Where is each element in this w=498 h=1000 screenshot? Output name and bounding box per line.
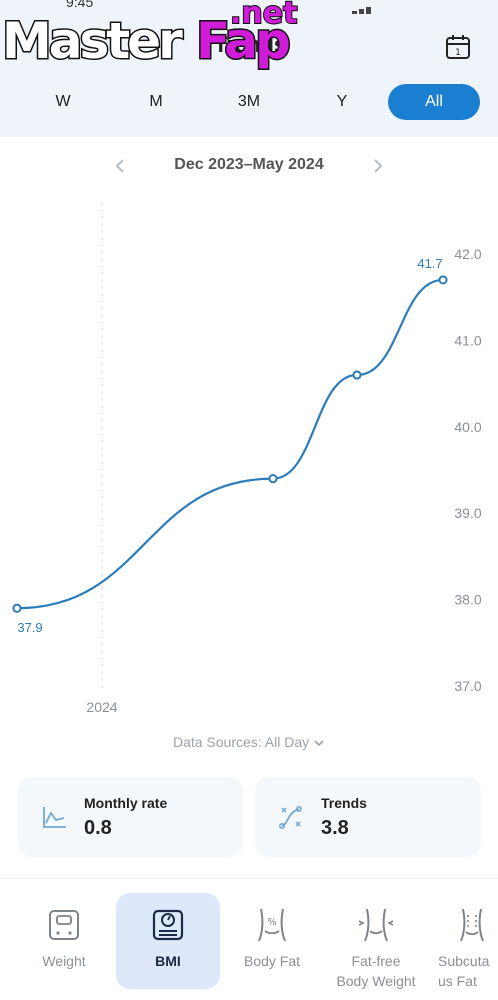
tab-bmi-label: BMI	[155, 953, 181, 969]
trends-label: Trends	[321, 795, 367, 811]
trends-card[interactable]: Trends 3.8	[255, 777, 481, 857]
body-fat-icon: %	[258, 908, 286, 942]
tab-body-fat[interactable]: % Body Fat	[220, 893, 324, 989]
calendar-icon: 1	[446, 35, 470, 59]
data-point	[352, 370, 362, 380]
calendar-day: 1	[455, 48, 461, 58]
x-tick-label: 2024	[86, 699, 117, 715]
date-range-nav: Dec 2023–May 2024	[0, 152, 498, 180]
page-title: Trends	[214, 32, 287, 57]
tab-fat-free-label-line2: Body Weight	[336, 973, 416, 989]
tab-fat-free-label-line1: Fat-free	[351, 953, 401, 969]
tab-subcutaneous-label-line2: us Fat	[438, 973, 477, 989]
signal-icon	[352, 0, 422, 14]
y-tick-label: 39.0	[454, 505, 481, 521]
tab-bmi[interactable]: BMI	[116, 893, 220, 989]
monthly-rate-label: Monthly rate	[84, 795, 168, 811]
trend-icon	[279, 806, 302, 829]
fat-free-icon	[358, 908, 394, 942]
tab-fat-free-body-weight[interactable]: Fat-free Body Weight	[324, 893, 428, 989]
monthly-rate-card[interactable]: Monthly rate 0.8	[18, 777, 243, 857]
data-label-last: 41.7	[417, 256, 442, 271]
tab-fat-free-label: Fat-free Body Weight	[324, 951, 428, 991]
scale-icon	[49, 910, 79, 940]
tab-year[interactable]: Y	[336, 93, 348, 110]
tab-3-months[interactable]: 3M	[237, 93, 261, 110]
watermark-net: .net	[229, 0, 298, 32]
subcutaneous-icon	[460, 908, 484, 942]
metrics-tab-bar: Weight BMI % Body Fat	[0, 878, 498, 1000]
tab-weight[interactable]: Weight	[12, 893, 116, 989]
bmi-scale-icon	[152, 909, 184, 941]
data-point	[268, 474, 278, 484]
calendar-button[interactable]: 1	[444, 33, 472, 61]
trends-value: 3.8	[321, 817, 349, 839]
data-point	[12, 603, 22, 613]
series-line	[16, 278, 444, 610]
y-tick-label: 38.0	[454, 592, 481, 608]
tab-subcutaneous-fat[interactable]: Subcuta us Fat	[428, 893, 498, 989]
tab-all[interactable]: All	[388, 84, 480, 120]
tab-month[interactable]: M	[149, 93, 163, 110]
y-tick-label: 37.0	[454, 678, 481, 694]
tab-week[interactable]: W	[55, 93, 71, 110]
chevron-down-icon	[314, 740, 324, 747]
status-time: 9:45	[66, 0, 94, 10]
y-tick-label: 41.0	[454, 332, 481, 348]
watermark-logo: Master Fap .net	[0, 0, 310, 82]
y-tick-label: 40.0	[454, 419, 481, 435]
tab-body-fat-label: Body Fat	[243, 953, 301, 969]
tab-subcutaneous-label: Subcuta us Fat	[438, 951, 498, 991]
next-range-button[interactable]	[364, 152, 392, 180]
data-label-first: 37.9	[17, 620, 42, 635]
svg-text:%: %	[267, 917, 277, 928]
previous-range-button[interactable]	[106, 152, 134, 180]
header-area: 9:45 Trends Master Fap .net 1 W M 3M Y A…	[0, 0, 498, 137]
watermark-master: Master	[1, 11, 185, 72]
bmi-trend-chart: 42.0 41.0 40.0 39.0 38.0 37.0 2024 37.9 41.7	[12, 202, 482, 715]
tab-weight-label: Weight	[42, 953, 86, 969]
line-chart-icon	[43, 807, 66, 828]
chevron-right-icon	[374, 159, 383, 173]
period-tabs: W M 3M Y All	[0, 84, 498, 120]
y-tick-label: 42.0	[454, 246, 481, 262]
data-point	[438, 275, 448, 285]
chevron-left-icon	[115, 159, 124, 173]
watermark-fap: Fap	[195, 11, 293, 72]
tab-subcutaneous-label-line1: Subcuta	[438, 953, 490, 969]
data-sources-label: Data Sources: All Day	[172, 734, 310, 750]
monthly-rate-value: 0.8	[84, 817, 112, 839]
date-range-label: Dec 2023–May 2024	[174, 156, 324, 173]
data-sources-selector[interactable]: Data Sources: All Day	[0, 734, 498, 750]
